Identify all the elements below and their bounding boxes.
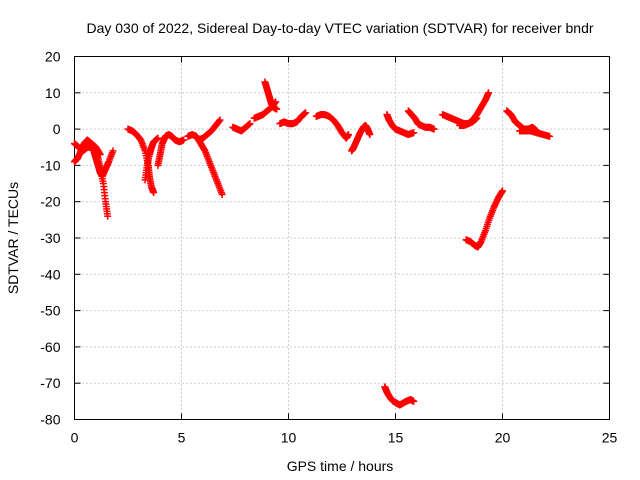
series-arc13 [312,111,352,142]
y-tick-label: -20 [40,194,60,210]
series-arc3 [90,147,117,180]
series-arc19 [456,89,493,129]
x-tick-label: 20 [495,430,511,446]
data-point [273,105,281,113]
x-tick-label: 10 [281,430,297,446]
series-arc12 [276,109,310,128]
x-axis-label: GPS time / hours [287,458,394,474]
series-arc17 [404,107,438,133]
y-tick-label: -70 [40,375,60,391]
x-tick-label: 0 [71,430,79,446]
series-arc9 [229,120,254,135]
series-arc7 [184,131,226,198]
data-point [246,120,254,128]
data-points [71,78,554,409]
data-point [546,132,554,140]
data-point [109,147,117,155]
data-point [218,190,226,198]
series-arc22 [516,127,554,140]
data-point [104,212,112,220]
data-point [150,189,158,197]
y-tick-label: -60 [40,339,60,355]
series-arc5 [141,134,162,184]
series-arc20 [462,187,506,251]
data-point [485,89,493,97]
x-tick-label: 5 [178,430,186,446]
data-point [499,187,506,195]
series-arc15 [381,383,418,409]
series-arc2 [71,140,112,220]
y-tick-label: 10 [45,85,61,101]
y-tick-label: -30 [40,230,60,246]
data-point [410,397,418,405]
series-arc8 [195,116,224,144]
axis-ticks [74,56,610,420]
y-tick-label: -50 [40,303,60,319]
data-point [180,136,188,144]
data-point [344,131,352,139]
y-axis-label: SDTVAR / TECUs [5,182,21,294]
series-arc4 [124,125,158,197]
series-arc14 [348,121,374,155]
data-point [154,134,162,142]
series-arc11 [261,78,281,113]
series-arc6 [154,131,188,169]
x-tick-label: 15 [388,430,404,446]
y-tick-label: 0 [53,121,61,137]
x-tick-labels: 0 5 10 15 20 25 [71,430,618,446]
y-tick-label: -10 [40,157,60,173]
x-tick-label: 25 [602,430,618,446]
data-point [410,129,418,137]
chart-title: Day 030 of 2022, Sidereal Day-to-day VTE… [86,20,593,36]
y-tick-label: -40 [40,266,60,282]
series-arc16 [383,111,418,139]
y-tick-label: 20 [45,49,61,65]
y-tick-labels: 20 10 0 -10 -20 -30 -40 -50 -60 -70 -80 [40,49,60,428]
data-point [302,109,310,117]
data-point [366,131,374,139]
grid [74,56,610,420]
y-tick-label: -80 [40,412,60,428]
data-point [216,116,224,124]
data-point [430,125,438,133]
